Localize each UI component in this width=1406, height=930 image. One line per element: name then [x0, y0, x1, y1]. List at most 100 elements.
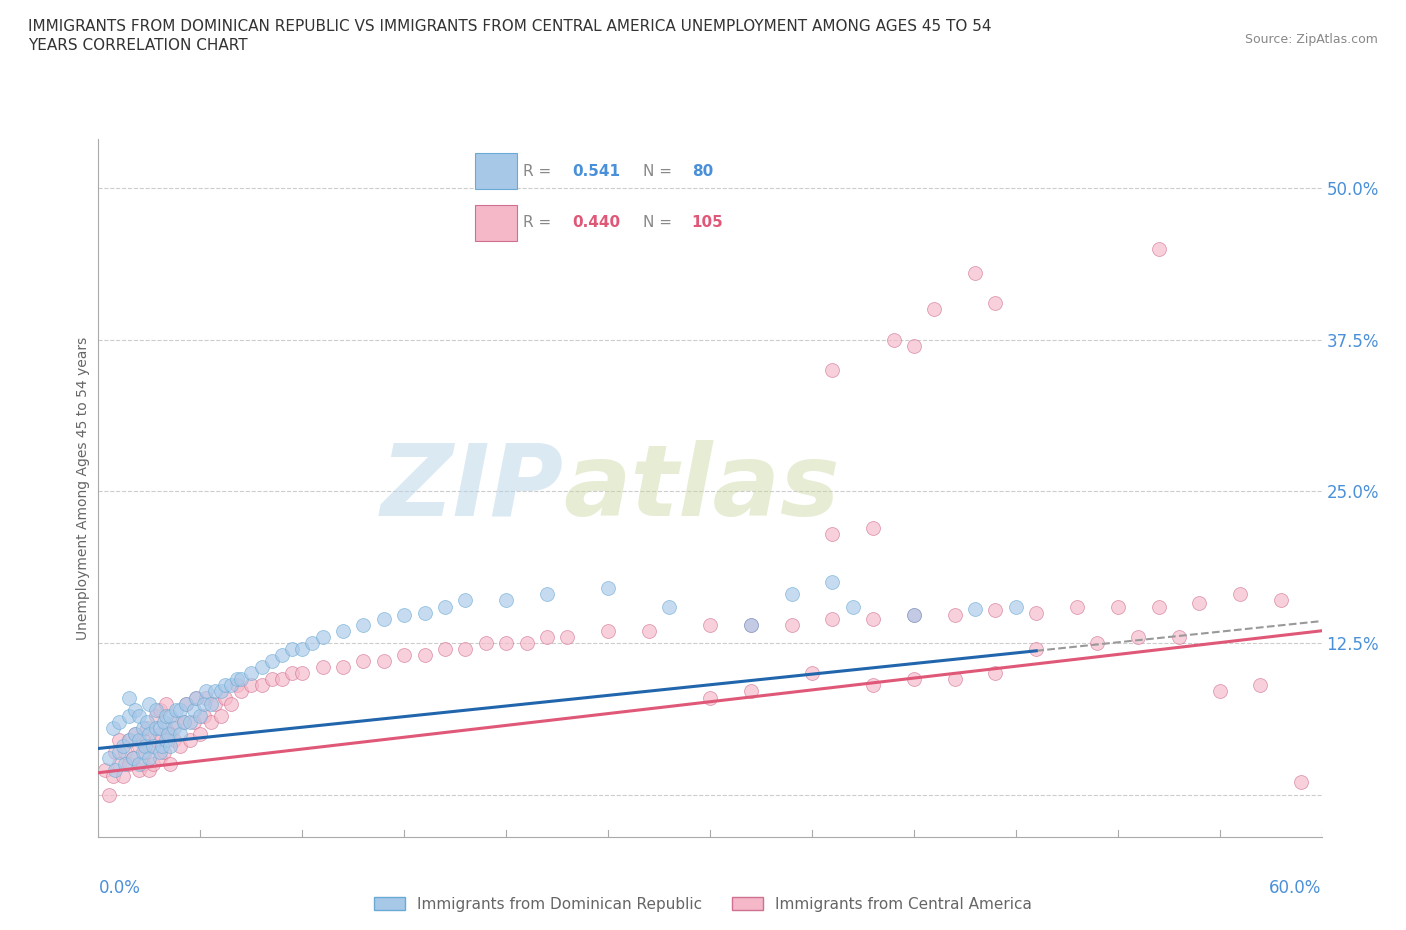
Text: atlas: atlas	[564, 440, 839, 537]
Point	[118, 733, 141, 748]
Text: ZIP: ZIP	[380, 440, 564, 537]
Point	[174, 697, 197, 711]
Point	[332, 623, 354, 638]
Point	[1209, 684, 1232, 698]
Point	[145, 733, 167, 748]
Point	[1291, 775, 1313, 790]
Point	[152, 714, 174, 729]
Point	[821, 611, 844, 626]
Point	[301, 635, 323, 650]
Point	[1004, 599, 1026, 614]
Point	[1249, 678, 1271, 693]
Point	[922, 302, 945, 317]
Point	[270, 671, 294, 686]
Point	[984, 603, 1007, 618]
Point	[373, 654, 395, 669]
Point	[312, 659, 335, 674]
Point	[434, 642, 457, 657]
Point	[1066, 599, 1088, 614]
Point	[240, 678, 263, 693]
Point	[965, 602, 987, 617]
Point	[173, 714, 195, 729]
Point	[312, 630, 335, 644]
Point	[1147, 241, 1170, 256]
Point	[1128, 630, 1150, 644]
Point	[145, 709, 167, 724]
Point	[173, 714, 195, 729]
Point	[240, 666, 263, 681]
Point	[195, 684, 218, 698]
Point	[214, 678, 236, 693]
Point	[821, 575, 844, 590]
Point	[740, 618, 762, 632]
Point	[174, 697, 197, 711]
Point	[250, 678, 273, 693]
Point	[132, 757, 155, 772]
Point	[260, 671, 283, 686]
Point	[134, 738, 156, 753]
Point	[984, 296, 1007, 311]
Point	[1167, 630, 1189, 644]
Point	[291, 642, 314, 657]
Point	[122, 751, 145, 765]
Point	[260, 654, 283, 669]
Point	[699, 690, 721, 705]
Point	[138, 751, 160, 765]
Point	[291, 666, 314, 681]
Point	[124, 726, 146, 741]
Point	[638, 623, 661, 638]
Point	[163, 733, 186, 748]
Point	[332, 659, 354, 674]
Point	[169, 738, 191, 753]
Point	[93, 763, 115, 777]
Point	[124, 726, 146, 741]
Point	[142, 738, 165, 753]
Point	[111, 769, 134, 784]
Point	[1229, 587, 1251, 602]
Text: IMMIGRANTS FROM DOMINICAN REPUBLIC VS IMMIGRANTS FROM CENTRAL AMERICA UNEMPLOYME: IMMIGRANTS FROM DOMINICAN REPUBLIC VS IM…	[28, 19, 991, 53]
Point	[281, 666, 304, 681]
Point	[111, 738, 134, 753]
Point	[149, 751, 172, 765]
Point	[536, 587, 558, 602]
Point	[118, 757, 141, 772]
Point	[150, 738, 173, 753]
Point	[155, 721, 177, 736]
Point	[219, 678, 242, 693]
Point	[352, 654, 374, 669]
Point	[1025, 642, 1047, 657]
Point	[145, 702, 167, 717]
Point	[250, 659, 273, 674]
Point	[138, 697, 160, 711]
Point	[128, 733, 150, 748]
Point	[188, 726, 212, 741]
Point	[132, 721, 155, 736]
Point	[1085, 635, 1108, 650]
Point	[204, 684, 226, 698]
Point	[193, 709, 215, 724]
Point	[740, 618, 762, 632]
Point	[270, 647, 294, 662]
Point	[195, 690, 218, 705]
Point	[128, 757, 150, 772]
Point	[138, 738, 160, 753]
Point	[128, 738, 150, 753]
Point	[1188, 595, 1211, 610]
Point	[179, 714, 201, 729]
Point	[128, 709, 150, 724]
Point	[159, 757, 181, 772]
Point	[903, 339, 925, 353]
Point	[138, 763, 160, 777]
Point	[699, 618, 721, 632]
Point	[186, 690, 208, 705]
Point	[104, 763, 127, 777]
Point	[165, 714, 187, 729]
Point	[862, 520, 884, 535]
Point	[219, 697, 242, 711]
Point	[149, 721, 172, 736]
Point	[862, 678, 884, 693]
Point	[136, 721, 159, 736]
Point	[152, 745, 174, 760]
Point	[108, 714, 131, 729]
Point	[118, 709, 141, 724]
